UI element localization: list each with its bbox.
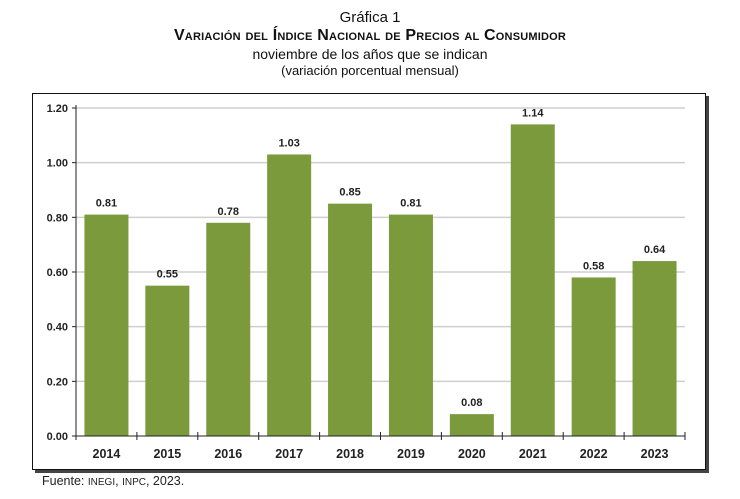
data-label: 1.03	[278, 137, 299, 149]
source-year: 2023.	[152, 474, 185, 488]
data-label: 1.14	[522, 107, 544, 119]
bar-2022	[571, 277, 616, 436]
data-label: 0.64	[644, 244, 666, 256]
chart-unit-label: (variación porcentual mensual)	[281, 63, 459, 78]
y-tick-label: 0.20	[47, 376, 68, 388]
x-tick-label: 2015	[153, 447, 181, 461]
bar-2014	[84, 214, 129, 436]
data-label: 0.55	[157, 269, 178, 281]
data-label: 0.81	[96, 198, 117, 210]
x-tick-label: 2017	[275, 447, 303, 461]
bar-2020	[449, 414, 494, 436]
chart-subtitle: Variación del Índice Nacional de Precios…	[173, 27, 567, 44]
bar-2021	[510, 124, 555, 437]
x-tick-label: 2018	[336, 447, 364, 461]
source-label: Fuente:	[42, 474, 85, 488]
bar-2017	[267, 154, 312, 436]
data-label: 0.08	[461, 397, 482, 409]
chart-title: Gráfica 1	[339, 9, 401, 26]
bar-2016	[206, 222, 251, 436]
chart-subtitle-period: noviembre de los años que se indican	[252, 46, 488, 62]
source-org2: INPC	[122, 477, 146, 488]
y-tick-label: 1.00	[47, 158, 68, 170]
data-label: 0.78	[218, 206, 239, 218]
x-tick-label: 2022	[580, 447, 608, 461]
y-tick-label: 0.60	[47, 267, 68, 279]
x-tick-label: 2016	[214, 447, 242, 461]
y-tick-label: 0.80	[47, 212, 68, 224]
data-label: 0.81	[400, 198, 421, 210]
x-tick-label: 2021	[519, 447, 547, 461]
source-note: Fuente: INEGI, INPC, 2023.	[42, 474, 185, 488]
y-tick-label: 0.40	[47, 322, 68, 334]
data-label: 0.58	[583, 260, 604, 272]
x-tick-label: 2023	[641, 447, 669, 461]
x-tick-label: 2019	[397, 447, 425, 461]
data-label: 0.85	[339, 187, 360, 199]
source-org1: INEGI	[87, 477, 116, 488]
y-tick-label: 1.20	[47, 103, 68, 115]
bar-2023	[632, 261, 677, 436]
x-tick-label: 2014	[93, 447, 121, 461]
bar-2018	[328, 203, 373, 436]
bar-2019	[388, 214, 433, 436]
bar-2015	[145, 285, 190, 436]
x-tick-label: 2020	[458, 447, 486, 461]
y-tick-label: 0.00	[47, 431, 68, 443]
